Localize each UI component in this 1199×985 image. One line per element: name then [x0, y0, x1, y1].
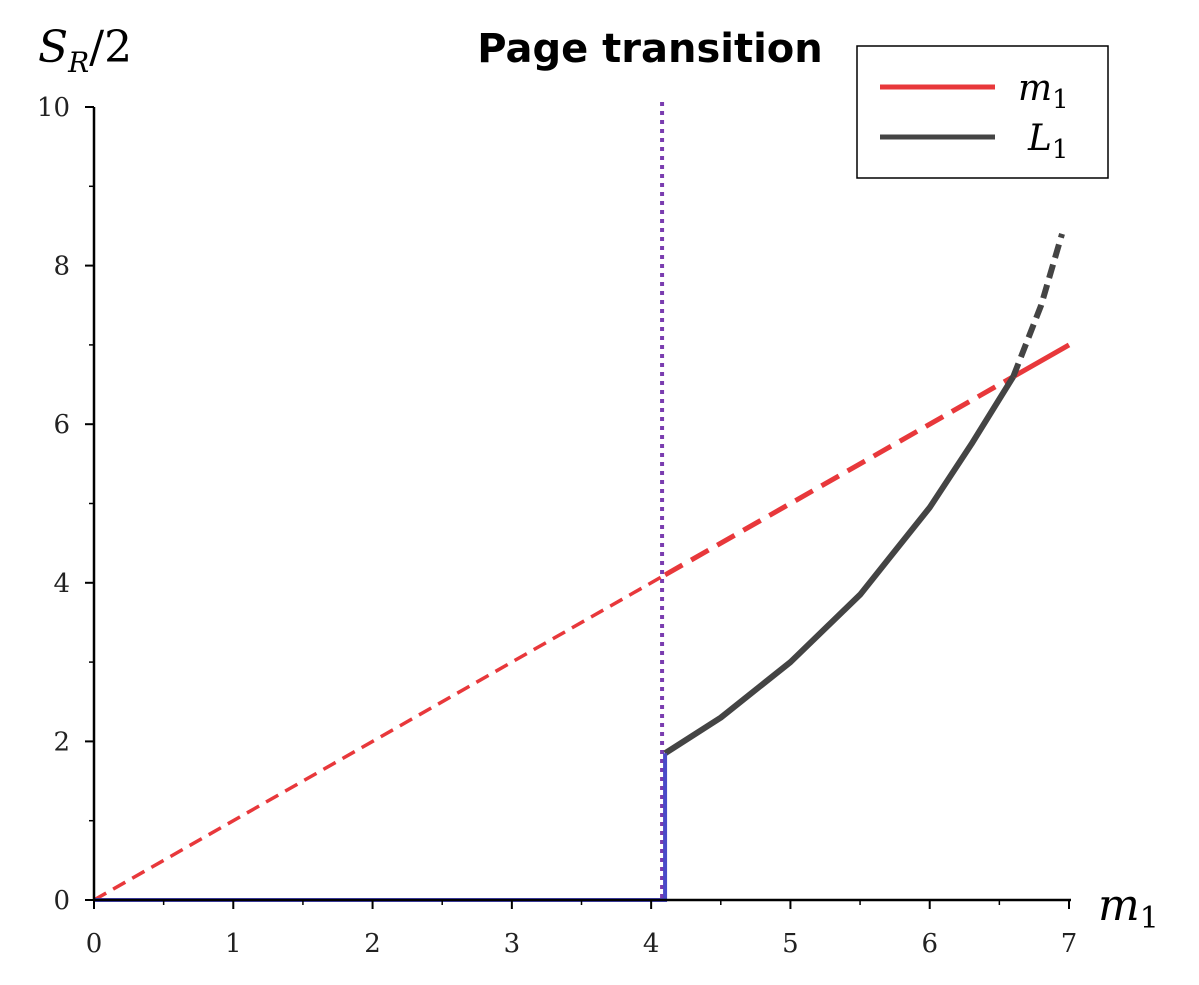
y-tick-label: 8 [53, 252, 70, 282]
legend-label-L1: L1 [1027, 118, 1068, 165]
series-m1-dashed [93, 573, 666, 902]
y-axis-title-main: S [38, 22, 68, 73]
series-L1-solid [663, 375, 1016, 756]
legend-label-m1-sub: 1 [1052, 85, 1069, 115]
x-tick-label: 4 [643, 929, 660, 959]
legend-box [856, 45, 1109, 179]
y-tick-label: 6 [53, 410, 70, 440]
series-m1-dashed-thick [663, 374, 1015, 578]
y-axis-title-sub: R [67, 46, 89, 79]
x-tick-label: 0 [86, 929, 103, 959]
legend: m1 L1 [856, 45, 1109, 179]
x-tick-label: 6 [921, 929, 938, 959]
chart-title: Page transition [477, 26, 823, 72]
x-axis-title-sub: 1 [1140, 901, 1159, 936]
x-tick-label: 2 [364, 929, 381, 959]
y-tick-label: 10 [37, 93, 70, 123]
y-tick-label: 4 [53, 569, 70, 599]
y-tick-label: 0 [53, 886, 70, 916]
y-axis-title-rest: /2 [89, 22, 132, 73]
x-tick-label: 5 [782, 929, 799, 959]
legend-label-m1: m1 [1018, 68, 1069, 115]
x-tick-label: 3 [504, 929, 521, 959]
y-axis-title: SR/2 [38, 22, 132, 79]
legend-label-L1-sub: 1 [1052, 135, 1069, 165]
axes: 0 1 2 3 4 5 6 7 0 2 4 6 8 10 [37, 93, 1077, 959]
y-tick-label: 2 [53, 727, 70, 757]
series-m1-solid [1012, 342, 1071, 379]
series-page-curve [94, 753, 668, 902]
legend-label-L1-main: L [1027, 118, 1052, 159]
legend-label-m1-main: m [1018, 68, 1052, 109]
x-tick-label: 1 [225, 929, 242, 959]
series-L1-dashed [1010, 233, 1065, 378]
x-axis-title-main: m [1098, 880, 1140, 931]
ticks: 0 1 2 3 4 5 6 7 0 2 4 6 8 10 [37, 93, 1077, 959]
x-tick-label: 7 [1061, 929, 1078, 959]
x-axis-title: m1 [1098, 880, 1159, 936]
plot-lines [93, 102, 1071, 902]
